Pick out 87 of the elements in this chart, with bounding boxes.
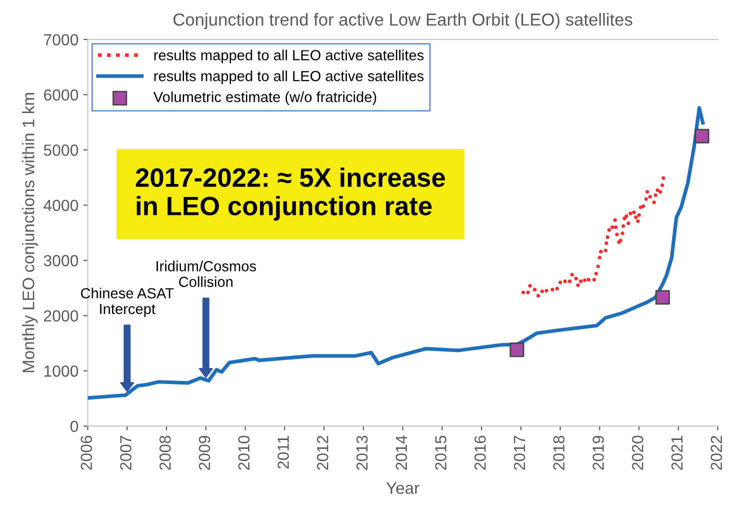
annotation: Chinese ASAT Intercept xyxy=(80,288,174,317)
x-tick-label: 2014 xyxy=(396,436,408,470)
point xyxy=(621,224,626,228)
point xyxy=(607,228,611,232)
x-tick-label: 2011 xyxy=(278,436,289,469)
annotation: 2017-2022: ≈ 5X increase in LEO conjunction rate xyxy=(136,168,445,221)
point xyxy=(532,288,536,292)
y-tick-label: 3000 xyxy=(44,255,78,266)
point xyxy=(574,276,578,280)
x-tick-label: 2017 xyxy=(514,436,526,470)
point xyxy=(614,225,618,230)
x-tick-label: 2016 xyxy=(474,436,486,470)
point xyxy=(604,241,608,246)
point xyxy=(604,248,608,252)
point xyxy=(620,231,624,236)
point xyxy=(655,290,670,305)
point xyxy=(540,289,544,294)
chart-title: Conjunction trend for active Low Earth Orbit (LEO) satellites xyxy=(174,12,632,30)
point xyxy=(660,183,664,188)
y-tick-label: 5000 xyxy=(44,144,78,156)
point xyxy=(578,280,583,284)
point xyxy=(510,342,524,358)
point xyxy=(592,278,596,282)
point xyxy=(610,225,614,230)
point xyxy=(658,190,662,194)
point xyxy=(648,195,652,199)
point xyxy=(613,218,617,222)
point xyxy=(641,204,646,208)
point xyxy=(568,280,572,284)
point xyxy=(606,235,610,240)
point xyxy=(644,197,648,201)
point xyxy=(570,272,574,277)
point xyxy=(563,280,567,284)
point xyxy=(550,288,554,292)
y-tick-label: 6000 xyxy=(44,89,78,101)
point xyxy=(624,214,628,218)
point xyxy=(626,222,630,226)
x-tick-label: 2020 xyxy=(632,436,644,470)
point xyxy=(526,290,530,294)
point xyxy=(645,190,650,194)
point xyxy=(586,278,590,282)
point xyxy=(521,290,526,294)
x-tick-label: 2018 xyxy=(553,436,565,470)
x-tick-label: 2019 xyxy=(592,436,604,470)
point xyxy=(598,250,603,254)
x-tick-label: 2007 xyxy=(120,436,132,470)
x-tick-label: 2013 xyxy=(356,436,368,470)
point xyxy=(555,286,559,290)
point xyxy=(656,188,660,192)
x-tick-label: 2022 xyxy=(710,436,722,470)
x-tick-label: 2010 xyxy=(238,436,250,470)
x-tick-label: 2009 xyxy=(198,436,210,470)
x-tick-label: 2015 xyxy=(435,436,446,470)
point xyxy=(632,210,636,214)
point xyxy=(576,283,580,288)
legend-label: results mapped to all LEO active satellites xyxy=(154,70,424,84)
x-axis-title: Year xyxy=(386,482,420,494)
point xyxy=(536,294,540,298)
point xyxy=(596,264,600,268)
point xyxy=(636,219,640,223)
legend-label: Volumetric estimate (w/o fratricide) xyxy=(153,91,376,106)
point xyxy=(652,200,656,204)
y-tick-label: 4000 xyxy=(44,200,78,212)
y-tick-label: 7000 xyxy=(44,34,78,46)
point xyxy=(528,284,532,288)
point xyxy=(694,128,710,144)
point xyxy=(662,176,666,180)
x-tick-label: 2012 xyxy=(316,436,328,470)
annotation: Iridium/Cosmos Collision xyxy=(156,260,256,288)
point xyxy=(628,212,632,216)
y-tick-label: 2000 xyxy=(44,310,78,322)
point xyxy=(594,272,598,276)
point xyxy=(654,193,658,198)
point xyxy=(558,280,562,284)
point xyxy=(615,232,619,236)
y-tick-label: 0 xyxy=(70,420,78,432)
x-tick-label: 2006 xyxy=(80,436,92,470)
y-axis-title: Monthly LEO conjunctions within 1 km xyxy=(22,93,38,372)
point xyxy=(582,278,586,282)
point xyxy=(598,256,602,260)
point xyxy=(544,288,548,293)
point xyxy=(637,213,641,217)
legend-label: results mapped to all LEO active satellites xyxy=(154,50,424,64)
point xyxy=(634,215,638,220)
y-tick-label: 1000 xyxy=(44,365,78,377)
x-tick-label: 2008 xyxy=(159,436,171,470)
x-tick-label: 2021 xyxy=(671,436,683,470)
